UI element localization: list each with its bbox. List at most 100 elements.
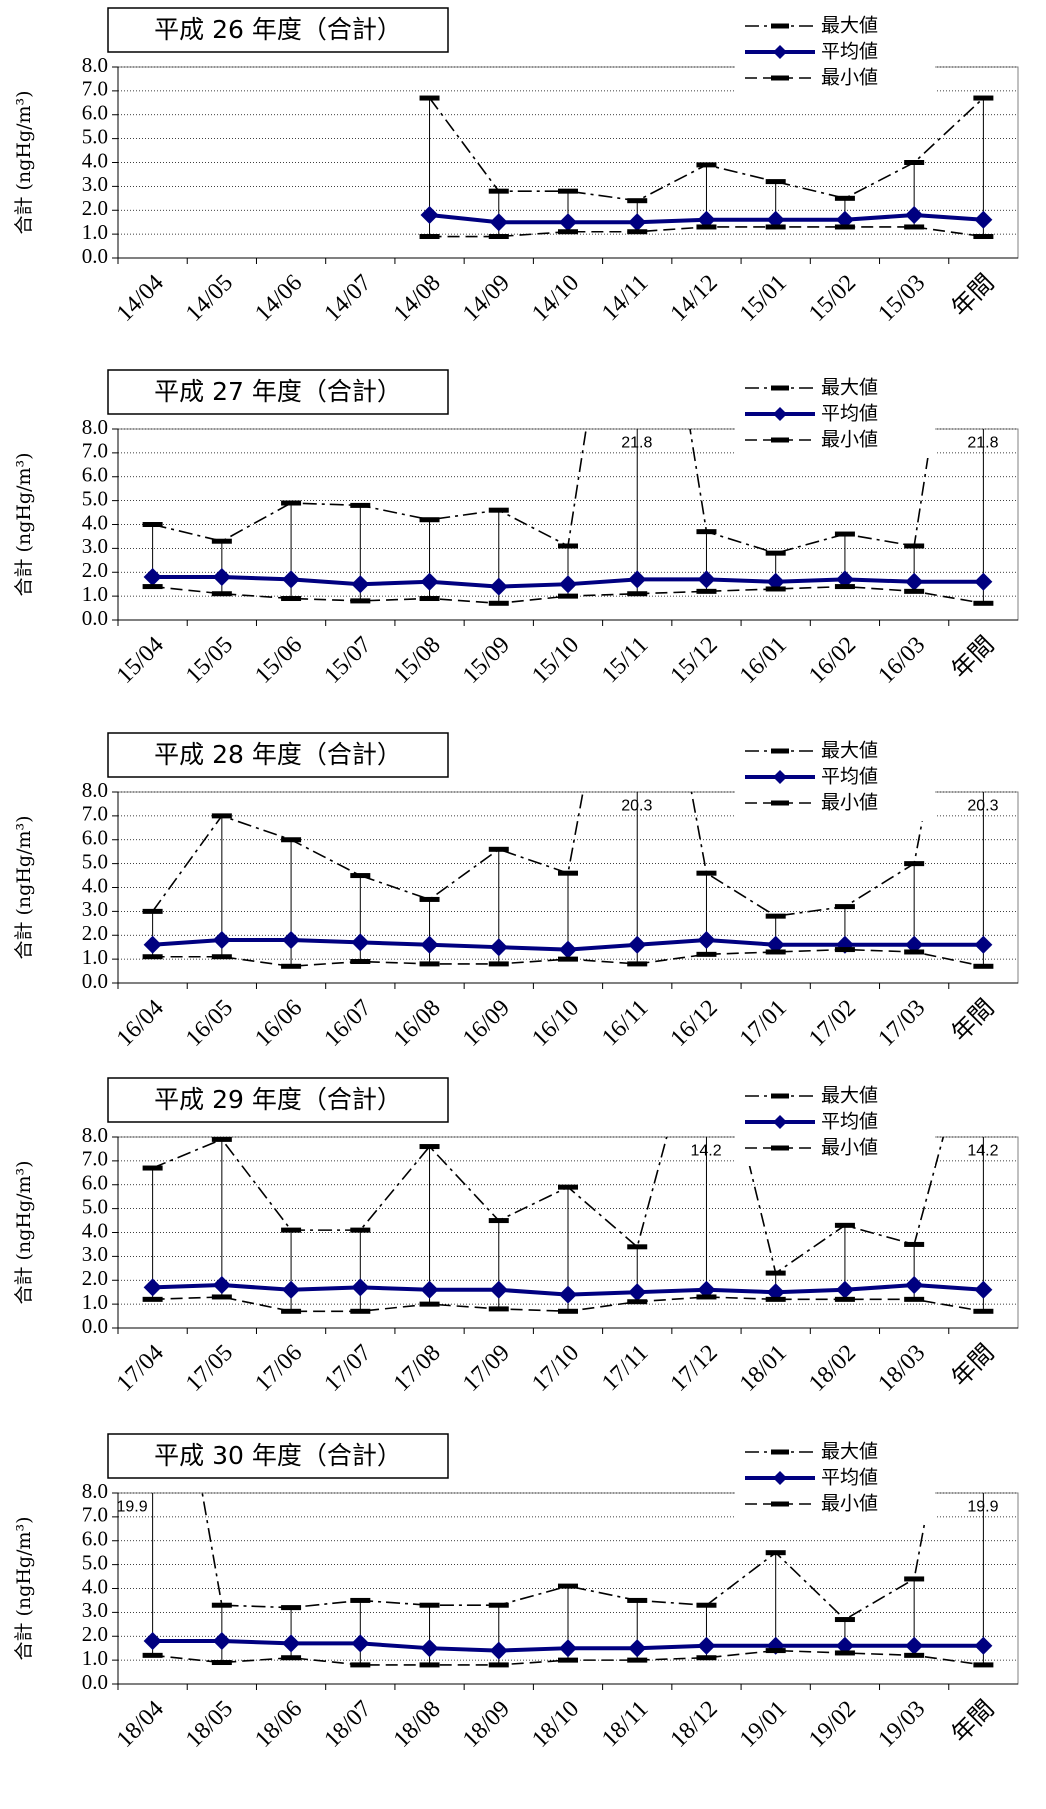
legend-marker: [771, 1449, 789, 1455]
x-tick-label: 16/11: [597, 995, 653, 1051]
marker: [281, 500, 302, 506]
title-box: [107, 7, 449, 53]
marker: [419, 961, 440, 967]
marker: [489, 1641, 508, 1660]
y-tick-label: 4.0: [82, 1218, 108, 1242]
x-tick-label: 16/05: [181, 995, 238, 1052]
marker: [627, 961, 648, 967]
marker: [489, 577, 508, 596]
marker: [420, 206, 439, 225]
marker: [142, 1165, 163, 1171]
marker: [973, 963, 994, 969]
marker: [766, 1283, 785, 1302]
legend-label: 最小値: [821, 792, 878, 814]
marker: [834, 531, 855, 537]
marker: [696, 224, 717, 230]
y-tick-label: 5.0: [82, 849, 108, 873]
marker: [558, 543, 578, 549]
legend-marker: [771, 23, 789, 29]
marker: [489, 213, 508, 232]
x-tick-label: 16/08: [389, 995, 446, 1052]
x-tick-label: 16/10: [527, 995, 584, 1052]
x-tick-label: 14/11: [597, 270, 653, 326]
x-tick-label: 年間: [947, 269, 1000, 322]
y-tick-label: 3.0: [82, 1242, 108, 1266]
marker: [488, 846, 509, 852]
y-tick-label: 0.0: [82, 244, 108, 268]
x-tick-label: 14/08: [389, 270, 446, 327]
y-tick-label: 5.0: [82, 1550, 108, 1574]
x-tick-label: 18/11: [597, 1696, 653, 1752]
y-tick-label: 2.0: [82, 1622, 108, 1646]
marker: [765, 1648, 786, 1654]
x-tick-label: 14/07: [320, 270, 377, 327]
marker: [696, 870, 717, 876]
marker: [765, 224, 786, 230]
marker: [211, 1294, 232, 1300]
marker: [351, 1634, 370, 1653]
y-tick-label: 2.0: [82, 921, 108, 945]
marker: [420, 1639, 439, 1658]
legend-label: 平均値: [821, 1467, 878, 1489]
y-tick-label: 1.0: [82, 582, 108, 606]
y-tick-label: 5.0: [82, 486, 108, 510]
y-tick-label: 7.0: [82, 77, 108, 101]
y-tick-label: 1.0: [82, 1290, 108, 1314]
marker: [628, 935, 647, 954]
marker: [973, 986, 993, 991]
marker: [905, 572, 924, 591]
y-tick-label: 4.0: [82, 148, 108, 172]
x-tick-label: 17/01: [735, 995, 792, 1052]
marker: [420, 1280, 439, 1299]
marker: [696, 1602, 717, 1608]
legend-marker: [771, 385, 789, 391]
marker: [350, 502, 371, 508]
x-tick-label: 17/07: [320, 1340, 377, 1397]
marker: [143, 935, 162, 954]
marker: [559, 1285, 577, 1304]
marker: [419, 1144, 440, 1150]
plot: [142, 429, 994, 606]
x-tick-label: 18/04: [112, 1696, 169, 1753]
marker: [627, 229, 648, 235]
chart: 0.01.02.03.04.05.06.07.08.0 合計 (ngHg/m³) 1…: [13, 986, 1019, 1397]
y-tick-label: 3.0: [82, 1598, 108, 1622]
marker: [211, 954, 232, 960]
title-box: [107, 369, 449, 415]
y-tick-label: 7.0: [82, 1147, 108, 1171]
marker: [766, 935, 785, 954]
marker: [212, 1276, 231, 1295]
marker: [697, 210, 716, 229]
marker: [419, 1662, 440, 1668]
x-tick-label: 14/04: [112, 270, 169, 327]
legend-label: 最大値: [821, 15, 878, 37]
marker: [904, 1576, 925, 1582]
marker: [488, 1218, 509, 1224]
x-tick-label: 14/10: [527, 270, 584, 327]
x-tick-label: 16/01: [735, 632, 792, 689]
marker: [558, 593, 578, 599]
y-tick-label: 8.0: [82, 415, 108, 439]
marker: [766, 210, 785, 229]
x-tick-label: 18/10: [527, 1696, 584, 1753]
marker: [211, 1137, 232, 1142]
marker: [974, 572, 993, 591]
marker: [488, 234, 509, 240]
marker: [489, 938, 508, 957]
marker: [765, 949, 786, 955]
legend-label: 最小値: [821, 67, 878, 89]
marker: [351, 575, 370, 594]
marker: [974, 210, 993, 229]
x-tick-label: 15/06: [250, 632, 307, 689]
x-tick-label: 14/05: [181, 270, 238, 327]
chart: 0.01.02.03.04.05.06.07.08.0 合計 (ngHg/m³) 1…: [13, 1433, 1019, 1753]
x-tick-label: 19/03: [873, 1696, 930, 1753]
marker: [905, 1636, 924, 1655]
marker: [281, 1308, 302, 1314]
x-tick-label: 15/11: [597, 632, 653, 688]
x-tick-label: 18/02: [804, 1340, 861, 1397]
marker: [628, 213, 647, 232]
y-tick-label: 0.0: [82, 1314, 108, 1338]
marker: [628, 570, 647, 589]
